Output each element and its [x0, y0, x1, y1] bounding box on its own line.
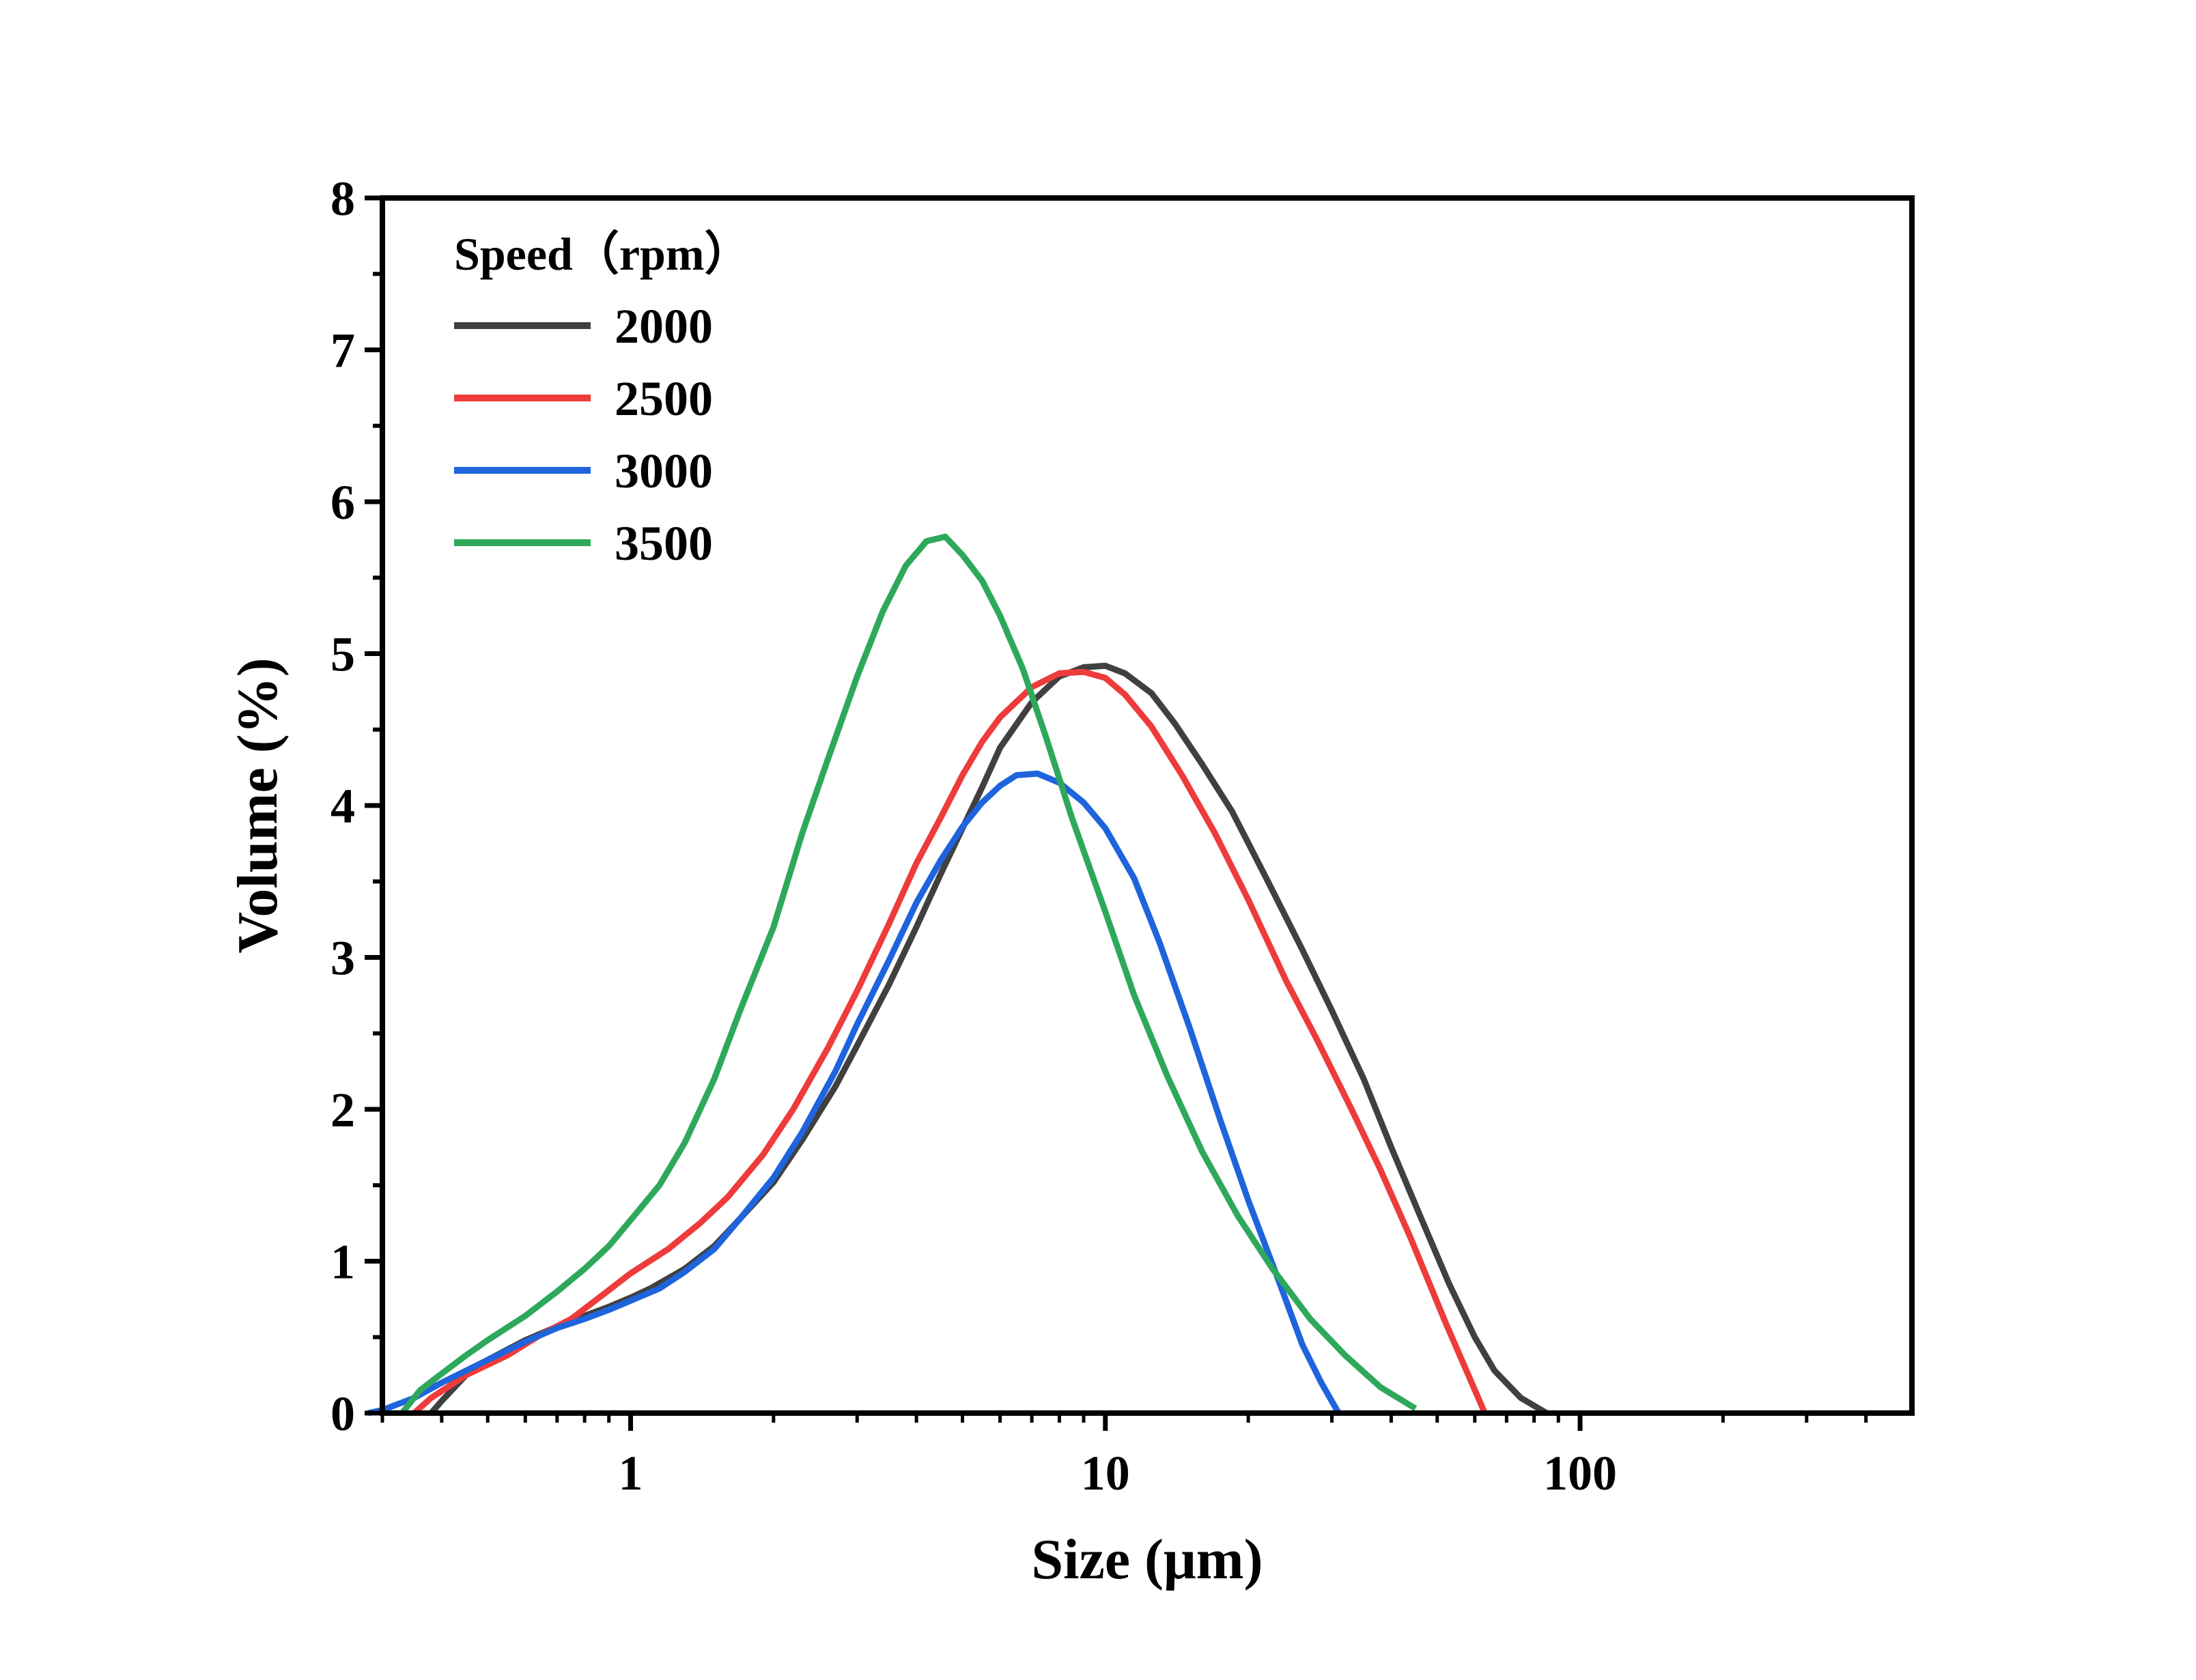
y-tick-label-0: 0 — [330, 1386, 355, 1441]
y-tick-label-7: 7 — [330, 324, 355, 378]
series-line-3000 — [367, 770, 1342, 1416]
legend-label-3500: 3500 — [615, 516, 713, 571]
series-line-3500 — [399, 533, 1418, 1415]
ticks-layer: 0 1 2 3 4 5 6 7 8 1 10 100 — [330, 171, 1868, 1500]
x-tick-label-10: 10 — [1081, 1446, 1130, 1500]
y-tick-label-1: 1 — [330, 1235, 355, 1290]
y-tick-label-3: 3 — [330, 931, 355, 986]
x-tick-label-1: 1 — [619, 1446, 643, 1500]
x-axis-title: Size (μm) — [1031, 1528, 1263, 1591]
legend-label-3000: 3000 — [615, 444, 713, 498]
x-tick-label-100: 100 — [1543, 1446, 1617, 1500]
y-tick-label-8: 8 — [330, 171, 355, 226]
y-axis-title: Volume (%) — [226, 657, 290, 953]
series-layer — [367, 533, 1549, 1416]
legend-title: Speed（rpm） — [454, 228, 750, 280]
y-tick-label-6: 6 — [330, 475, 355, 530]
y-tick-label-4: 4 — [330, 779, 355, 834]
y-tick-label-5: 5 — [330, 627, 355, 682]
y-tick-label-2: 2 — [330, 1083, 355, 1137]
legend-label-2000: 2000 — [615, 299, 713, 354]
legend: Speed（rpm） 2000 2500 3000 3500 — [454, 228, 750, 571]
legend-label-2500: 2500 — [615, 371, 713, 426]
series-line-2500 — [412, 668, 1488, 1416]
plot-frame — [380, 195, 1915, 1416]
